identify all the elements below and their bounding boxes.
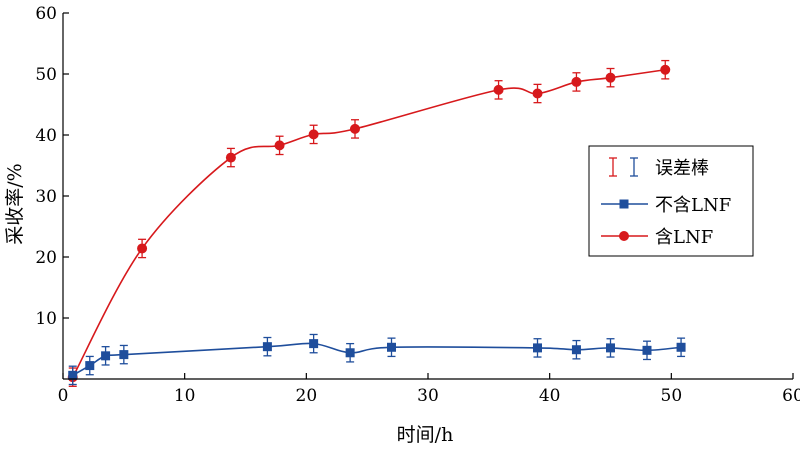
data-point <box>571 345 581 355</box>
x-axis-title: 时间/h <box>397 424 454 446</box>
data-point <box>676 342 686 352</box>
data-point <box>119 350 129 360</box>
data-point <box>137 243 148 254</box>
series-line <box>72 342 682 377</box>
y-tick-label: 50 <box>35 65 57 85</box>
x-tick-label: 0 <box>58 386 69 406</box>
data-point <box>274 140 285 151</box>
legend-item-without-lnf: 不含LNF <box>601 195 731 216</box>
legend-marker <box>619 231 629 241</box>
data-point <box>642 345 652 355</box>
legend-label-error-bar: 误差棒 <box>655 158 709 179</box>
data-point <box>660 64 671 75</box>
y-tick-label: 10 <box>35 309 57 329</box>
data-point <box>606 343 615 353</box>
axes-layer: 0 10 20 30 40 50 60 10 20 30 40 50 60 时间/h 采收率/% <box>4 4 800 446</box>
legend-item-with-lnf: 含LNF <box>601 227 713 248</box>
data-point <box>68 370 78 380</box>
data-point <box>225 152 236 163</box>
legend-label: 不含LNF <box>655 195 731 216</box>
data-point <box>85 361 95 371</box>
series-layer <box>67 59 686 387</box>
y-tick-label: 20 <box>35 248 57 268</box>
x-tick-label: 50 <box>661 386 683 406</box>
y-axis-title: 采收率/% <box>4 163 26 244</box>
x-tick-label: 20 <box>296 386 318 406</box>
series-line <box>72 68 666 378</box>
legend-marker <box>619 199 629 209</box>
y-tick-label: 40 <box>35 126 57 146</box>
series-without-lnf <box>68 333 686 386</box>
x-tick-label: 40 <box>539 386 561 406</box>
x-tick-label: 30 <box>417 386 439 406</box>
data-point <box>493 84 504 95</box>
data-point <box>308 129 319 140</box>
data-point <box>262 342 272 352</box>
data-point <box>387 342 396 352</box>
data-point <box>571 76 582 87</box>
series-with-lnf <box>67 59 671 387</box>
legend-label: 含LNF <box>655 227 713 248</box>
y-tick-label: 30 <box>35 187 57 207</box>
data-point <box>533 343 542 353</box>
data-point <box>532 88 543 99</box>
y-tick-label: 60 <box>35 4 57 24</box>
legend-box <box>588 145 754 257</box>
data-point <box>605 72 616 83</box>
x-tick-label: 60 <box>782 386 800 406</box>
data-point <box>350 123 360 134</box>
x-tick-label: 10 <box>174 386 196 406</box>
data-point <box>345 348 355 358</box>
legend-error-bar-sample <box>609 157 638 177</box>
data-point <box>309 339 319 349</box>
data-point <box>101 351 111 361</box>
